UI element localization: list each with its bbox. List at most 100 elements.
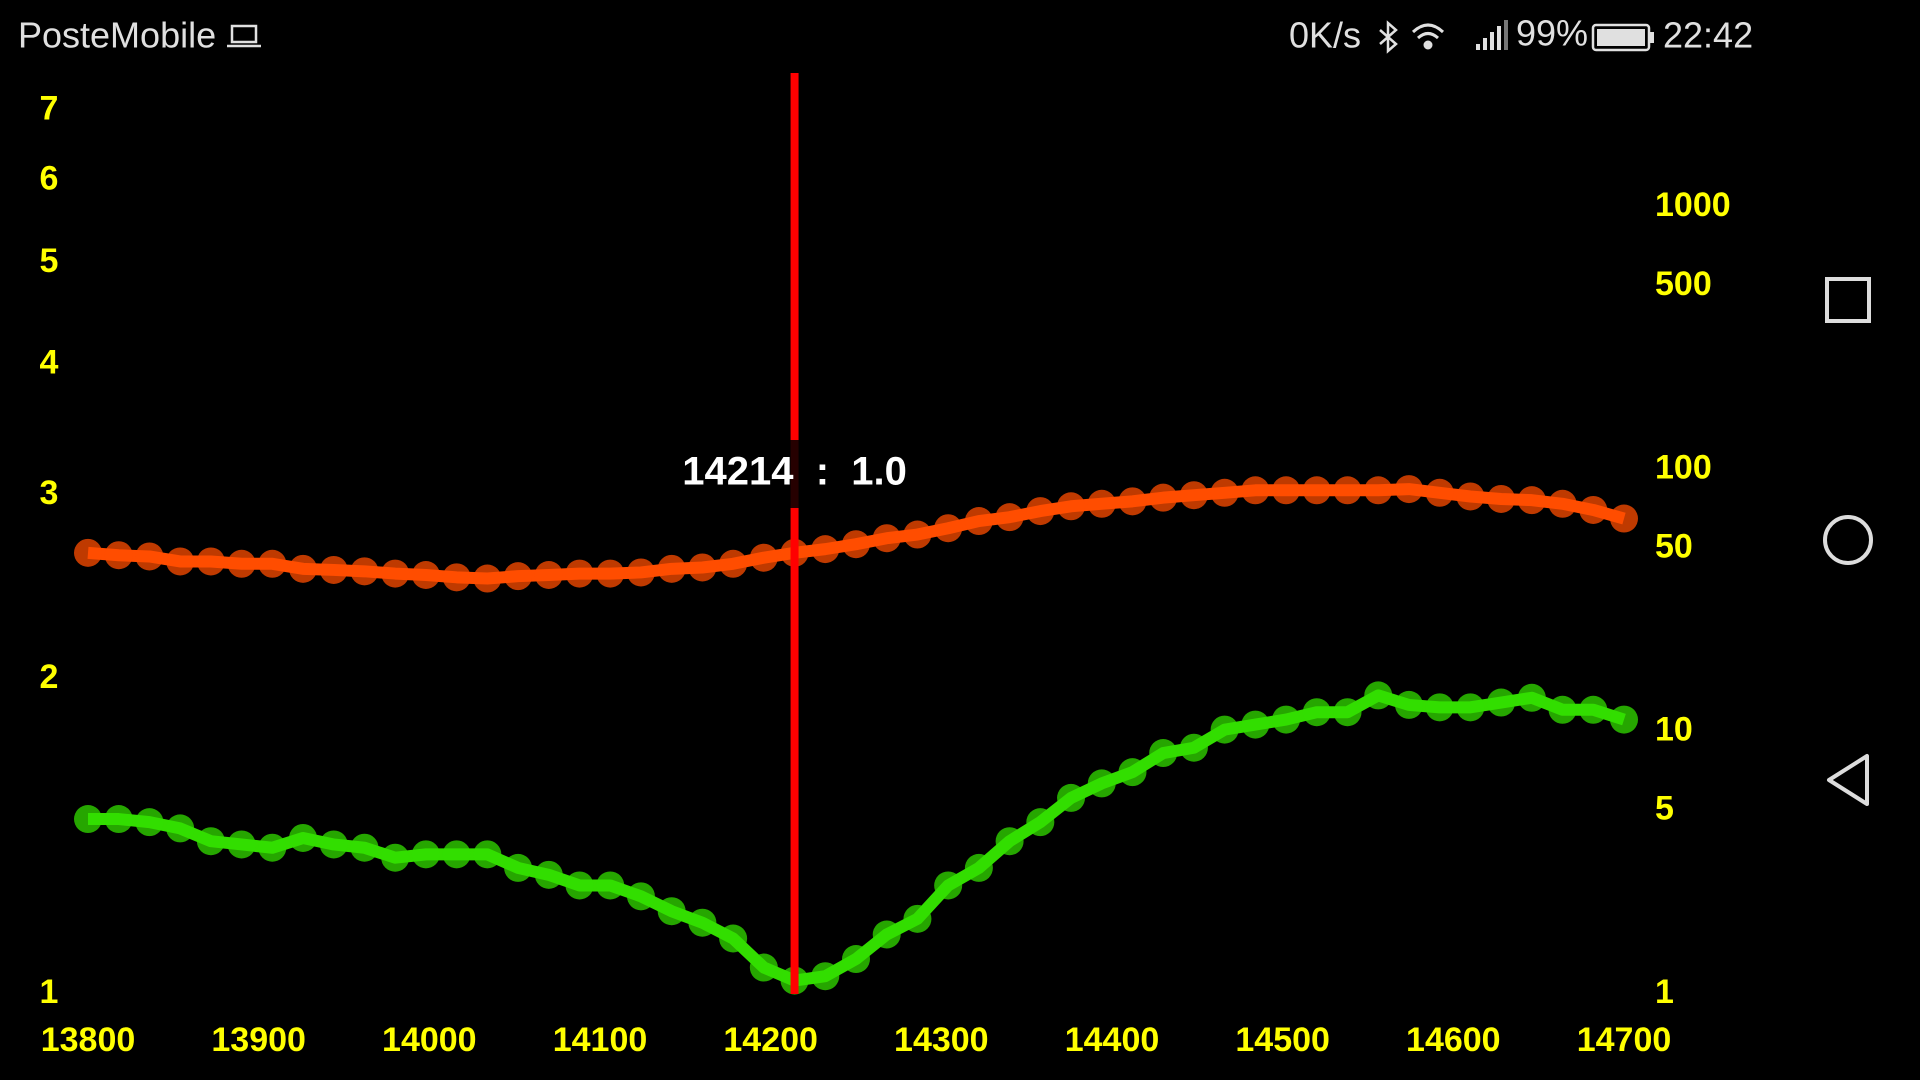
data-point (1548, 695, 1577, 724)
plot: 1 2 3 4 5 6 7 1 5 10 50 100 500 1000 13800 13900 14000 14… (40, 73, 1731, 1059)
data-point (688, 908, 717, 937)
data-point (964, 507, 993, 536)
data-point (104, 805, 133, 834)
data-point (842, 530, 870, 559)
data-point (504, 562, 533, 591)
data-point (995, 827, 1024, 856)
battery-percent: 99% (1516, 13, 1588, 54)
cursor-label: 14214 : 1.0 (682, 450, 907, 494)
data-point (504, 853, 533, 882)
data-point (719, 924, 748, 953)
data-point (565, 559, 594, 588)
data-point (227, 549, 256, 578)
data-point (1149, 739, 1178, 768)
data-point (688, 553, 717, 582)
data-point (534, 561, 563, 590)
data-point (166, 547, 195, 576)
data-point (995, 503, 1024, 532)
data-point (934, 514, 963, 543)
carrier: PosteMobile (18, 15, 216, 56)
data-point (381, 559, 410, 588)
data-point (1517, 486, 1546, 515)
y-tick-label: 3 (40, 474, 59, 512)
data-point (1026, 497, 1055, 526)
data-point (565, 871, 594, 900)
data-point (749, 543, 778, 572)
data-point (289, 554, 318, 583)
x-tick-label: 13900 (211, 1021, 306, 1059)
data-point (258, 833, 287, 862)
data-point (596, 871, 625, 900)
data-point (903, 904, 932, 933)
data-point (135, 808, 164, 837)
data-point (1026, 808, 1055, 837)
data-point (473, 840, 502, 869)
home-button[interactable] (1823, 515, 1873, 565)
data-point (1364, 476, 1393, 505)
y2-tick-label: 500 (1655, 265, 1712, 303)
data-point (1272, 705, 1301, 734)
data-point (1179, 733, 1208, 762)
back-button[interactable] (1827, 754, 1869, 806)
x-tick-label: 14400 (1065, 1021, 1160, 1059)
y-tick-label: 6 (40, 159, 59, 197)
data-point (1057, 783, 1086, 812)
data-point (903, 520, 932, 549)
data-point (1487, 484, 1516, 513)
x-tick-label: 14300 (894, 1021, 989, 1059)
data-point (1333, 698, 1362, 727)
data-point (1487, 688, 1516, 717)
data-point (534, 860, 563, 889)
data-point (1057, 492, 1086, 521)
x-tick-label: 13800 (41, 1021, 136, 1059)
data-point (657, 897, 686, 926)
data-point (1394, 475, 1423, 504)
data-point (657, 554, 686, 583)
laptop-icon (227, 24, 261, 48)
recents-button[interactable] (1825, 277, 1871, 323)
data-point (749, 953, 778, 982)
data-point (872, 920, 901, 949)
data-point (626, 882, 655, 911)
data-point (74, 538, 102, 567)
y-tick-label: 2 (40, 658, 59, 696)
y2-tick-label: 5 (1655, 790, 1674, 828)
y-tick-label: 5 (40, 242, 59, 280)
data-point (1425, 478, 1454, 507)
bluetooth-icon (1379, 20, 1398, 54)
data-point (811, 535, 840, 564)
data-point (1517, 683, 1546, 712)
wifi-icon (1411, 23, 1445, 50)
data-point (1087, 489, 1116, 518)
data-point (411, 561, 440, 590)
data-point (1610, 705, 1638, 734)
data-point (934, 871, 963, 900)
data-point (1456, 693, 1485, 722)
x-tick-label: 14500 (1235, 1021, 1330, 1059)
data-point (196, 547, 225, 576)
data-point (166, 814, 195, 843)
signal-icon (1476, 20, 1508, 50)
data-point (319, 555, 348, 584)
data-point (381, 843, 410, 872)
data-point (1302, 698, 1331, 727)
data-point (442, 840, 471, 869)
data-point (196, 827, 225, 856)
data-point (811, 962, 840, 991)
data-point (596, 559, 625, 588)
y-tick-label: 4 (40, 343, 59, 381)
data-point (1149, 483, 1178, 512)
data-point (350, 557, 379, 586)
x-tick-label: 14100 (553, 1021, 648, 1059)
data-point (411, 840, 440, 869)
y2-tick-label: 50 (1655, 527, 1693, 565)
y-tick-label: 1 (40, 973, 59, 1011)
data-point (1087, 769, 1116, 798)
data-point (964, 853, 993, 882)
data-point (1579, 495, 1608, 524)
data-point (1610, 504, 1638, 533)
data-point (319, 830, 348, 859)
